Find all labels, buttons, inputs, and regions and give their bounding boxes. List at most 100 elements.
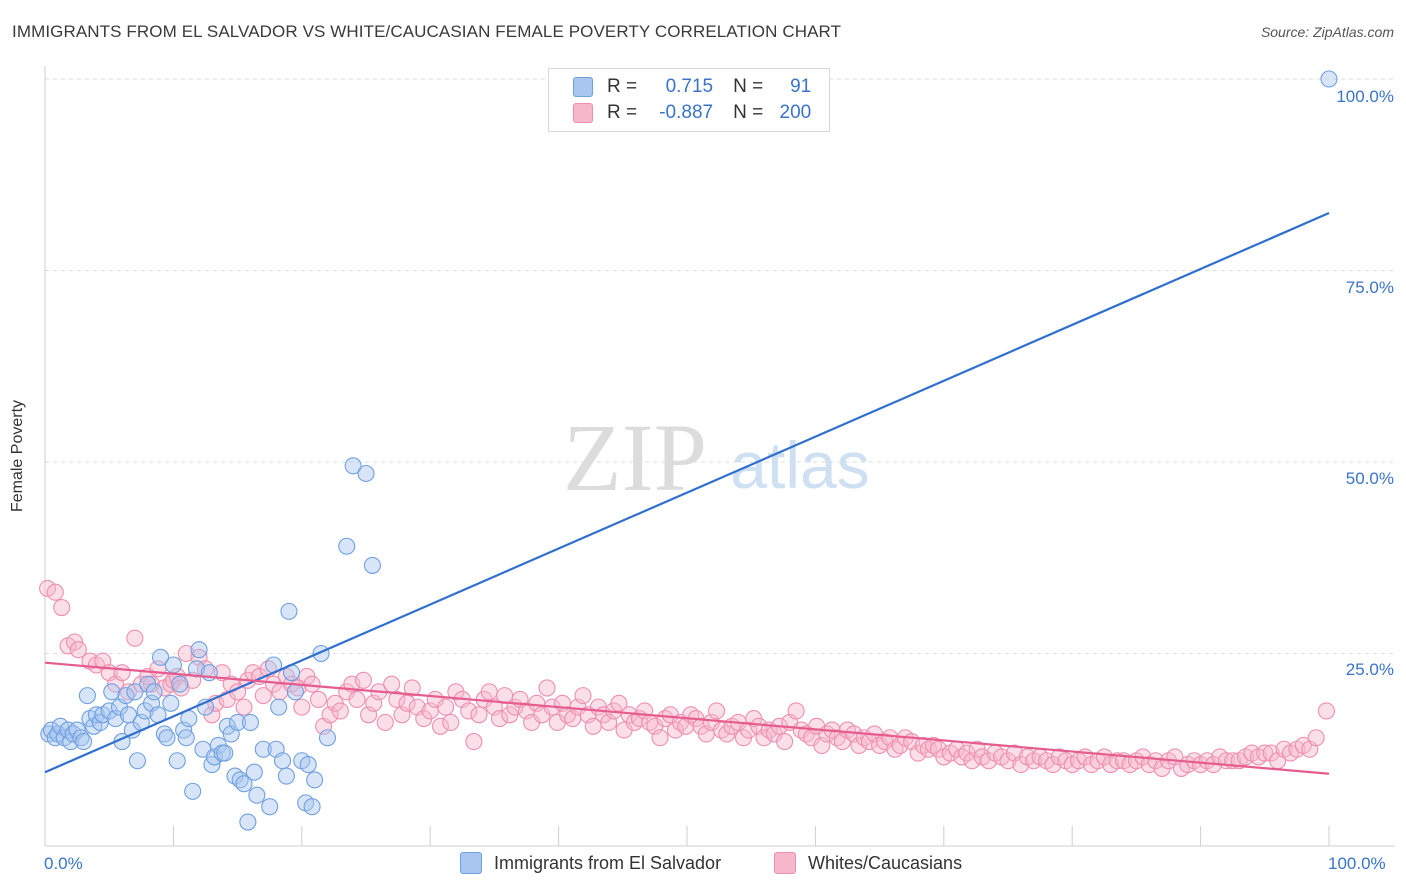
y-tick-label-100: 100.0% — [1336, 87, 1394, 106]
bottom-legend-blue: Immigrants from El Salvador — [460, 852, 721, 874]
immigrant-point-86 — [1320, 70, 1338, 88]
grid-lines — [45, 78, 1395, 654]
immigrant-point-23 — [117, 687, 135, 705]
white-point-74 — [460, 702, 478, 720]
trend-line-immigrants — [44, 212, 1330, 774]
immigrant-point-83 — [344, 457, 362, 475]
bottom-legend-swatch-pink — [774, 852, 796, 874]
immigrant-point-63 — [245, 763, 263, 781]
y-tick-label-75: 75.0% — [1345, 278, 1394, 297]
white-point-63 — [398, 694, 416, 712]
white-point-55 — [354, 671, 372, 689]
legend-n-value: 91 — [790, 76, 812, 97]
white-point-224 — [1307, 729, 1325, 747]
legend-r-label: R = — [607, 76, 638, 97]
bottom-legend-pink: Whites/Caucasians — [774, 852, 962, 874]
immigrant-point-66 — [261, 798, 279, 816]
immigrant-point-38 — [164, 656, 182, 674]
y-tick-label-25: 25.0% — [1345, 660, 1394, 679]
immigrant-point-60 — [235, 775, 253, 793]
immigrant-point-69 — [270, 698, 288, 716]
immigrant-point-62 — [241, 713, 259, 731]
immigrant-point-27 — [128, 752, 146, 770]
watermark: ZIP atlas — [563, 404, 870, 511]
immigrant-point-15 — [87, 706, 105, 724]
white-point-2 — [53, 598, 71, 617]
bottom-legend-swatch-blue — [460, 852, 482, 874]
legend-r-value: -0.887 — [659, 102, 714, 123]
white-point-64 — [403, 679, 421, 697]
white-point-44 — [293, 698, 311, 716]
white-point-5 — [69, 641, 87, 659]
white-point-76 — [470, 706, 488, 724]
x-tick-label-0: 0.0% — [44, 854, 83, 873]
immigrant-point-54 — [216, 744, 234, 762]
white-point-1 — [46, 583, 64, 601]
correlation-legend: R = 0.715 N = 91 R = -0.887 N = 200 — [548, 68, 830, 132]
immigrant-point-77 — [299, 756, 317, 774]
legend-n-label: N = — [733, 76, 764, 97]
white-point-54 — [348, 690, 366, 709]
trend-lines — [44, 212, 1330, 775]
white-point-71 — [442, 713, 460, 731]
white-point-70 — [437, 698, 455, 716]
legend-r-value: 0.715 — [665, 76, 714, 97]
immigrant-point-74 — [286, 683, 304, 701]
white-point-11 — [113, 664, 131, 682]
immigrant-point-84 — [357, 464, 375, 483]
legend-n-value: 200 — [779, 102, 812, 123]
immigrant-point-58 — [229, 713, 247, 731]
white-point-135 — [776, 733, 794, 751]
white-point-59 — [376, 713, 394, 731]
white-point-23 — [177, 644, 195, 663]
white-point-216 — [1256, 744, 1274, 762]
immigrant-point-26 — [126, 683, 144, 701]
trend-line-whites — [44, 661, 1330, 775]
immigrant-point-39 — [168, 752, 186, 770]
white-point-122 — [707, 702, 726, 720]
white-point-78 — [480, 683, 498, 701]
bottom-legend-label-blue: Immigrants from El Salvador — [494, 852, 722, 873]
x-tick-label-1: 100.0% — [1328, 854, 1386, 873]
white-point-33 — [235, 698, 253, 716]
immigrant-point-55 — [218, 717, 236, 735]
immigrant-point-64 — [248, 786, 266, 804]
legend-n-label: N = — [733, 102, 764, 123]
white-point-4 — [65, 633, 84, 651]
immigrant-point-40 — [171, 675, 189, 693]
white-point-60 — [383, 675, 401, 693]
immigrant-point-65 — [254, 740, 272, 758]
bottom-legend-label-pink: Whites/Caucasians — [808, 852, 963, 873]
immigrant-point-71 — [277, 767, 295, 785]
immigrant-point-85 — [363, 556, 381, 574]
white-point-51 — [331, 702, 349, 720]
immigrant-point-34 — [152, 648, 170, 666]
white-point-13 — [126, 629, 144, 647]
white-point-37 — [254, 687, 272, 705]
series-immigrants-el-salvador — [40, 70, 1338, 831]
watermark-zip: ZIP — [563, 404, 707, 511]
white-point-225 — [1317, 702, 1335, 720]
white-point-137 — [787, 702, 805, 720]
chart-title: IMMIGRANTS FROM EL SALVADOR VS WHITE/CAU… — [12, 22, 842, 41]
white-point-61 — [388, 690, 406, 709]
white-point-47 — [309, 690, 328, 709]
white-point-111 — [651, 729, 669, 747]
white-point-0 — [39, 579, 57, 597]
immigrant-point-32 — [145, 683, 163, 701]
immigrant-point-70 — [273, 752, 292, 770]
immigrant-point-12 — [78, 687, 96, 705]
immigrant-point-42 — [177, 729, 195, 747]
legend-swatch-pink — [573, 103, 593, 123]
immigrant-point-44 — [184, 782, 202, 800]
white-point-75 — [465, 733, 483, 751]
source-label: Source: ZipAtlas.com — [1260, 24, 1394, 40]
watermark-atlas: atlas — [730, 428, 869, 502]
white-point-80 — [490, 710, 509, 728]
white-point-69 — [431, 717, 450, 735]
immigrant-point-19 — [103, 683, 121, 701]
immigrant-point-46 — [190, 641, 208, 659]
legend-row-blue: R = 0.715 N = 91 — [573, 75, 811, 99]
legend-swatch-blue — [573, 77, 593, 97]
